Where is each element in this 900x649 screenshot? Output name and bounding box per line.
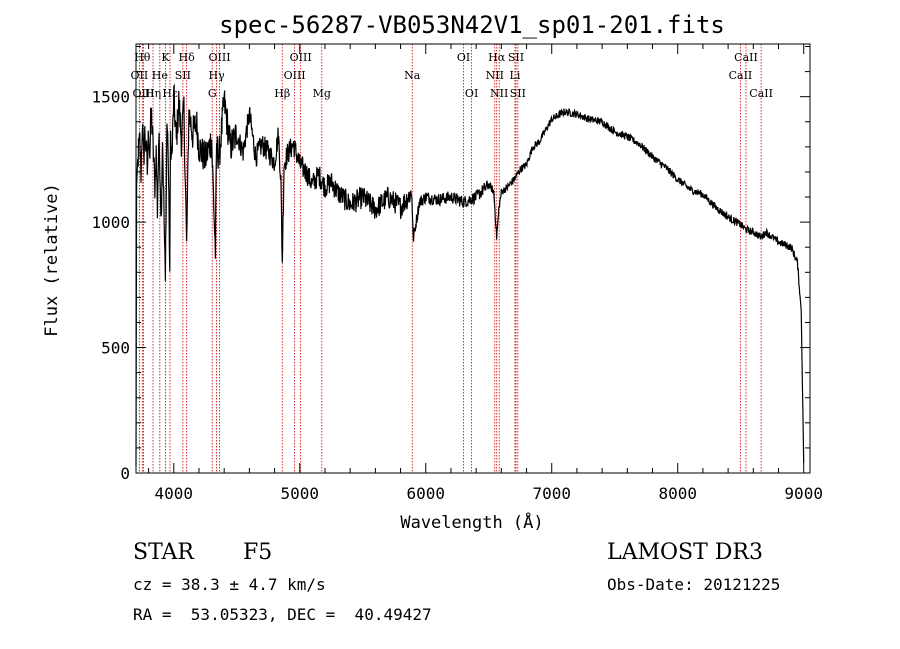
x-tick-label: 4000	[155, 484, 194, 503]
emission-line-markers	[139, 44, 762, 473]
line-label-25: CaII	[734, 51, 758, 64]
x-tick-label: 6000	[406, 484, 445, 503]
x-axis-label: Wavelength (Å)	[400, 511, 543, 533]
object-subclass: F5	[243, 540, 273, 565]
line-label-0: Hθ	[134, 51, 151, 64]
line-label-11: G	[208, 87, 217, 100]
observation-date: Obs-Date: 20121225	[607, 575, 781, 594]
line-label-18: OI	[465, 87, 478, 100]
line-label-21: NII	[490, 87, 508, 100]
y-tick-label: 1000	[91, 213, 130, 232]
line-label-15: Mg	[313, 87, 331, 100]
x-tick-label: 8000	[658, 484, 697, 503]
line-label-5: K	[161, 51, 170, 64]
line-label-16: Na	[404, 69, 421, 82]
line-label-20: NII	[486, 69, 504, 82]
x-tick-label: 7000	[532, 484, 571, 503]
y-tick-label: 0	[120, 464, 130, 483]
survey-name: LAMOST DR3	[607, 540, 763, 565]
x-tick-label: 9000	[784, 484, 823, 503]
y-axis-label: Flux (relative)	[42, 183, 62, 337]
redshift-velocity: cz = 38.3 ± 4.7 km/s	[133, 575, 326, 594]
coordinates: RA = 53.05323, DEC = 40.49427	[133, 605, 432, 624]
line-label-24: SII	[510, 87, 526, 100]
line-label-22: SII	[508, 51, 524, 64]
line-label-17: OI	[457, 51, 470, 64]
plot-frame	[135, 43, 811, 474]
y-tick-label: 500	[101, 339, 130, 358]
line-label-14: OIII	[284, 69, 306, 82]
line-label-1: OII	[131, 69, 149, 82]
object-class: STAR	[133, 540, 194, 565]
line-label-9: OIII	[208, 51, 230, 64]
y-axis-ticks: 0 500 1000 1500	[91, 46, 810, 483]
line-label-26: CaII	[729, 69, 753, 82]
line-label-19: Hα	[488, 51, 506, 64]
line-label-27: CaII	[749, 87, 773, 100]
line-label-13: OIII	[290, 51, 312, 64]
spectrum-series	[135, 83, 805, 466]
line-label-4: Hη	[145, 87, 161, 100]
line-label-10: Hγ	[209, 69, 226, 82]
y-tick-label: 1500	[91, 88, 130, 107]
line-label-12: Hβ	[274, 87, 290, 100]
line-label-7: Hδ	[179, 51, 196, 64]
line-label-6: Hε	[162, 87, 178, 100]
x-tick-label: 5000	[281, 484, 320, 503]
chart-title: spec-56287-VB053N42V1_sp01-201.fits	[219, 11, 725, 39]
x-axis-ticks: 4000 5000 6000 7000 8000 9000	[148, 44, 823, 503]
line-label-8: SII	[175, 69, 191, 82]
line-label-3: He	[152, 69, 168, 82]
line-label-23: Li	[510, 69, 521, 82]
